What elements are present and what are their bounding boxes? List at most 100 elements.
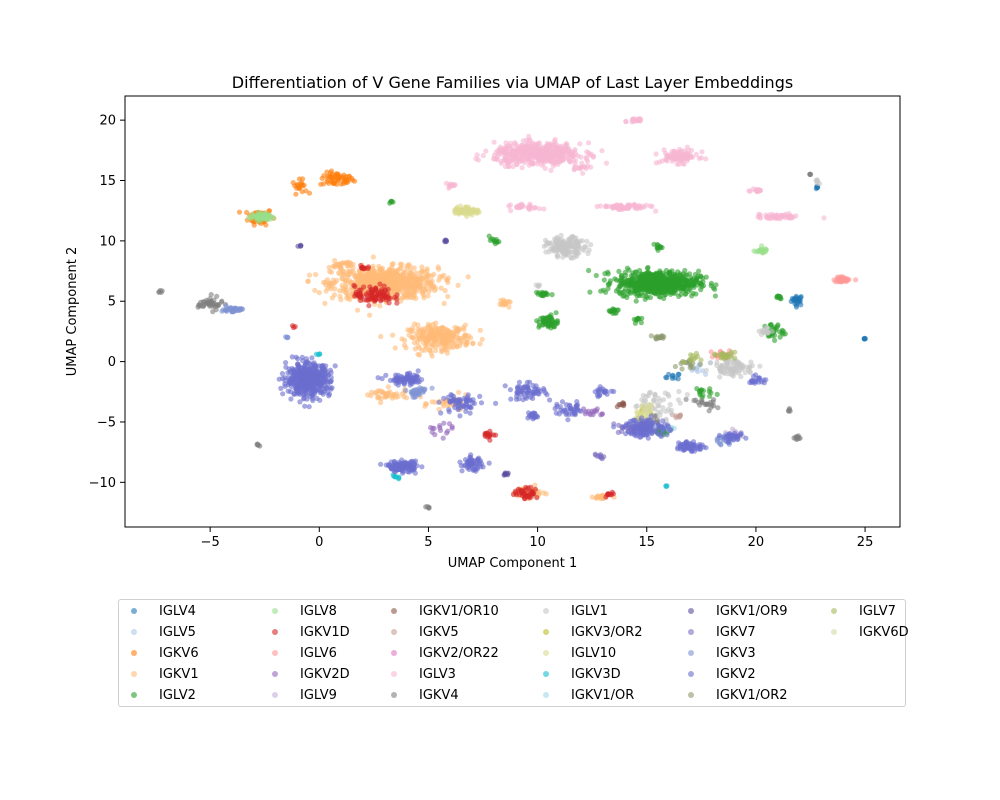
data-point (663, 291, 669, 298)
data-point (366, 274, 372, 281)
data-point (446, 332, 452, 338)
data-point (477, 327, 483, 333)
data-point (705, 401, 712, 407)
data-point (698, 287, 704, 293)
data-point (605, 271, 611, 277)
data-point (403, 345, 409, 351)
data-point (703, 274, 709, 280)
data-point (717, 374, 723, 380)
data-point (658, 409, 664, 415)
data-point (423, 401, 429, 407)
data-point (367, 296, 373, 302)
data-point (668, 289, 674, 295)
data-point (392, 474, 398, 480)
data-point (284, 335, 290, 341)
data-point (513, 396, 520, 402)
data-point (445, 293, 451, 300)
data-point (438, 285, 444, 291)
data-point (438, 410, 444, 416)
data-point (603, 289, 609, 295)
data-point (599, 411, 605, 417)
data-point (685, 151, 691, 157)
data-point (412, 346, 418, 352)
data-point (538, 315, 544, 322)
data-point (480, 153, 486, 159)
data-point (286, 379, 292, 385)
data-point (343, 277, 349, 283)
data-point (775, 293, 782, 299)
data-point (432, 432, 438, 438)
data-point (462, 457, 469, 463)
data-point (668, 154, 674, 160)
data-point (390, 332, 396, 338)
data-point (644, 265, 651, 271)
data-point (531, 391, 537, 397)
data-point (419, 464, 425, 470)
data-point (385, 384, 391, 390)
data-point (718, 442, 724, 448)
data-point (578, 154, 584, 160)
data-point (352, 293, 358, 299)
data-point (344, 295, 350, 301)
data-point (158, 289, 164, 295)
data-point (415, 322, 421, 328)
data-point (663, 483, 669, 489)
data-point (641, 277, 647, 283)
data-point (432, 399, 438, 405)
data-point (679, 153, 685, 159)
data-point (581, 164, 587, 170)
data-point (377, 281, 383, 287)
data-point (677, 400, 683, 406)
data-point (652, 391, 658, 397)
data-point (406, 374, 412, 380)
data-point (744, 364, 750, 370)
data-point (263, 222, 269, 228)
data-point (326, 264, 332, 270)
data-point (408, 282, 414, 288)
data-point (449, 424, 455, 430)
data-point (581, 244, 588, 250)
data-point (455, 407, 461, 413)
data-point (208, 292, 214, 298)
data-point (391, 271, 397, 277)
data-point (375, 375, 381, 381)
data-point (718, 363, 725, 369)
data-point (463, 396, 469, 403)
data-point (337, 288, 343, 294)
data-point (535, 147, 541, 153)
data-point (296, 176, 302, 182)
data-point (396, 277, 402, 284)
data-point (559, 143, 565, 149)
data-point (550, 163, 556, 169)
series-iglv10 (451, 203, 653, 422)
data-point (711, 397, 717, 403)
data-point (370, 263, 376, 269)
data-point (813, 178, 819, 184)
data-point (465, 274, 471, 280)
data-point (714, 391, 720, 397)
data-point (433, 320, 439, 326)
data-point (461, 326, 467, 333)
data-point (586, 267, 592, 274)
data-point (437, 427, 444, 433)
data-point (321, 173, 327, 179)
data-point (502, 145, 508, 151)
data-point (780, 328, 786, 334)
data-point (427, 332, 433, 338)
data-point (524, 379, 531, 385)
data-point (280, 375, 286, 382)
data-point (483, 148, 489, 154)
data-point (436, 277, 442, 283)
data-point (415, 390, 421, 396)
data-point (468, 207, 474, 213)
data-point (332, 257, 338, 264)
data-point (541, 387, 547, 393)
data-point (401, 281, 407, 287)
data-point (345, 263, 351, 269)
data-point (544, 140, 550, 146)
data-point (403, 395, 410, 401)
data-point (596, 452, 603, 459)
data-point (738, 374, 744, 380)
data-point (378, 388, 384, 394)
data-point (515, 486, 522, 492)
